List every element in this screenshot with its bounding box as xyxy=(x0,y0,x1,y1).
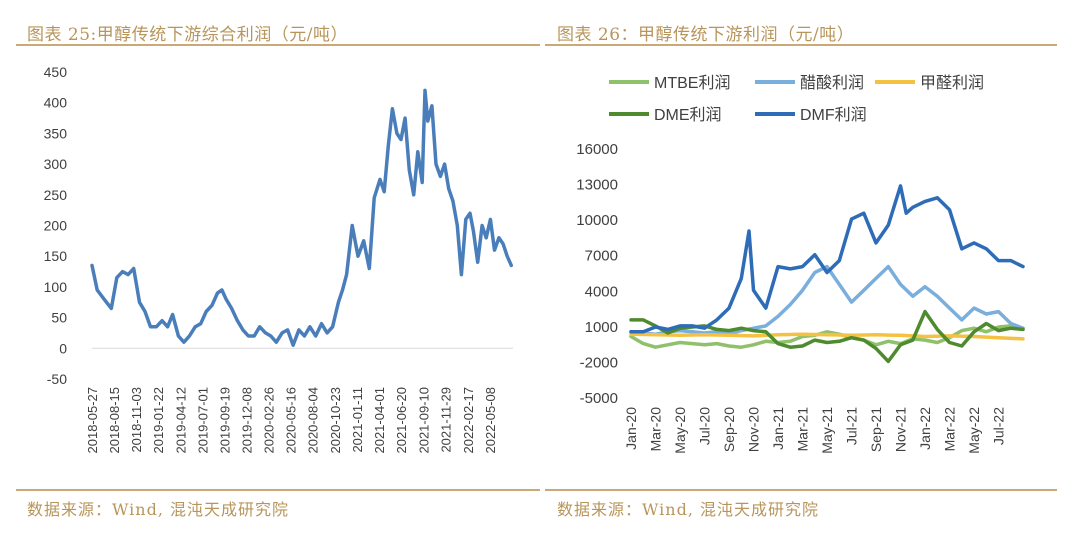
y-tick-label: -2000 xyxy=(580,354,618,371)
left-source-note: 数据来源：Wind, 混沌天成研究院 xyxy=(27,500,290,519)
y-tick-label: 400 xyxy=(44,95,68,111)
x-tick-label: 2021-04-01 xyxy=(372,387,387,454)
x-tick-label: 2022-05-08 xyxy=(483,387,498,454)
x-tick-label: May-22 xyxy=(966,407,982,454)
x-tick-label: 2020-02-26 xyxy=(262,387,277,454)
right-figure-title: 图表 26：甲醇传统下游利润（元/吨） xyxy=(557,25,855,45)
x-tick-label: 2019-01-22 xyxy=(151,387,166,454)
series-line-0 xyxy=(629,324,1025,349)
x-tick-label: 2020-10-23 xyxy=(328,387,343,454)
x-tick-label: 2020-05-16 xyxy=(284,387,299,454)
left-figure-title: 图表 25:甲醇传统下游综合利润（元/吨） xyxy=(27,25,348,45)
x-tick-label: 2019-04-12 xyxy=(173,387,188,454)
x-tick-label: 2019-12-08 xyxy=(239,387,254,454)
x-tick-label: Jul-22 xyxy=(991,407,1007,445)
y-tick-label: 450 xyxy=(44,64,68,80)
x-tick-label: Jul-21 xyxy=(844,407,860,445)
y-tick-label: 100 xyxy=(44,279,68,295)
y-tick-label: 50 xyxy=(51,310,67,326)
series-line-2 xyxy=(629,332,1025,341)
series-line-0 xyxy=(90,88,514,347)
left-title-rule xyxy=(16,44,540,46)
legend-label: 醋酸利润 xyxy=(800,74,864,92)
x-tick-label: May-20 xyxy=(672,407,688,454)
y-tick-label: 150 xyxy=(44,248,68,264)
right-source-rule xyxy=(545,489,1057,491)
y-tick-label: 350 xyxy=(44,125,68,141)
x-tick-label: 2021-11-29 xyxy=(439,387,454,453)
y-tick-label: 0 xyxy=(59,340,67,356)
x-tick-label: 2019-07-01 xyxy=(195,387,210,454)
x-tick-label: 2018-05-27 xyxy=(85,387,100,454)
series-line-1 xyxy=(629,264,1025,336)
x-tick-label: 2020-08-04 xyxy=(306,387,321,454)
left-line-chart: -50 0 50 100 150 200 250 300 350 400 450 2018-05-27… xyxy=(44,64,514,454)
x-tick-label: Mar-22 xyxy=(942,407,958,452)
y-tick-label: 250 xyxy=(44,187,68,203)
y-tick-label: 10000 xyxy=(576,212,618,229)
x-tick-label: Sep-21 xyxy=(868,407,884,452)
right-source-note: 数据来源：Wind, 混沌天成研究院 xyxy=(557,500,820,519)
y-tick-label: 200 xyxy=(44,218,68,234)
left-source-rule xyxy=(16,489,540,491)
x-tick-label: Jan-21 xyxy=(770,407,786,450)
legend-label: DMF利润 xyxy=(800,106,867,124)
legend-label: 甲醛利润 xyxy=(920,74,984,92)
right-title-rule xyxy=(545,44,1057,46)
x-tick-label: Nov-20 xyxy=(746,407,762,452)
y-tick-label: -50 xyxy=(47,371,67,387)
x-tick-label: 2022-02-17 xyxy=(461,387,476,454)
y-tick-label: 300 xyxy=(44,156,68,172)
right-figure-panel: 图表 26：甲醇传统下游利润（元/吨） MTBE利润 醋酸利润 甲醛利润 DME利润 D… xyxy=(545,0,1080,548)
left-figure-panel: 图表 25:甲醇传统下游综合利润（元/吨） -50 0 50 100 150 200 250… xyxy=(16,25,540,519)
x-tick-label: 2021-01-11 xyxy=(350,387,365,453)
x-tick-label: Jan-20 xyxy=(623,407,639,450)
x-tick-label: 2018-11-03 xyxy=(129,387,144,453)
x-tick-label: Mar-20 xyxy=(648,407,664,452)
legend-label: DME利润 xyxy=(654,106,722,124)
y-tick-label: -5000 xyxy=(580,390,618,407)
x-tick-label: May-21 xyxy=(819,407,835,454)
y-tick-label: 1000 xyxy=(585,319,618,336)
right-line-chart: MTBE利润 醋酸利润 甲醛利润 DME利润 DMF利润 -5000 -2000 1000 40… xyxy=(576,74,1025,454)
y-tick-label: 4000 xyxy=(585,283,618,300)
x-tick-label: Nov-21 xyxy=(893,407,909,452)
y-tick-label: 7000 xyxy=(585,248,618,265)
x-tick-label: 2018-08-15 xyxy=(107,387,122,454)
y-tick-label: 13000 xyxy=(576,177,618,194)
x-tick-label: Mar-21 xyxy=(795,407,811,452)
x-tick-label: 2021-09-10 xyxy=(417,387,432,454)
series-line-4 xyxy=(629,184,1025,334)
legend-label: MTBE利润 xyxy=(654,74,730,92)
x-tick-label: Jan-22 xyxy=(917,407,933,450)
x-tick-label: 2021-06-20 xyxy=(394,387,409,454)
x-tick-label: Jul-20 xyxy=(697,407,713,445)
x-tick-label: Sep-20 xyxy=(721,407,737,452)
x-tick-label: 2019-09-19 xyxy=(217,387,232,454)
y-tick-label: 16000 xyxy=(576,141,618,158)
